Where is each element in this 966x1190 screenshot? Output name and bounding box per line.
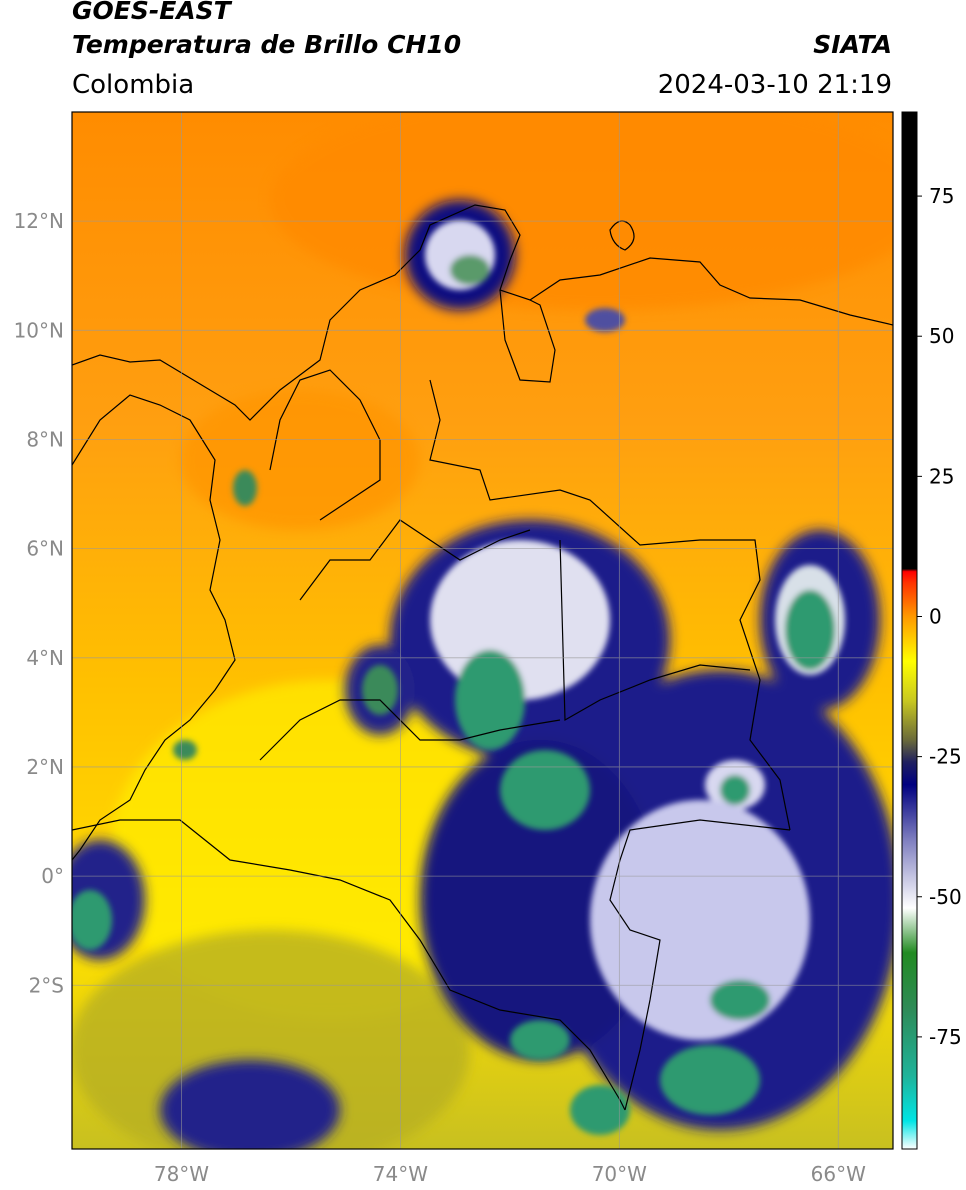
map-frame — [71, 111, 894, 1150]
cloud-cluster-south — [160, 1060, 340, 1149]
colorbar-tick-label: 75 — [929, 184, 954, 208]
lat-tick-label: 10°N — [14, 318, 64, 342]
axis-tick-labels: 78°W 74°W 70°W 66°W 12°N 10°N 8°N 6°N 4°N 2°N 0° 2°… — [14, 209, 867, 1186]
warm-region-caribbean — [270, 112, 893, 310]
warm-region-north — [180, 390, 420, 530]
caribbean-coastline — [72, 204, 893, 421]
colorbar-tick-label: -50 — [929, 885, 962, 909]
cloud-core-group — [72, 220, 845, 1135]
region-label: Colombia — [72, 70, 195, 100]
lon-tick-label: 66°W — [811, 1162, 866, 1186]
colorbar-ticks: 75 50 25 0 -25 -50 -75 — [917, 184, 962, 1049]
cloud-cluster-amazon-center — [420, 740, 660, 1060]
graticule — [72, 112, 893, 1149]
lat-tick-label: 6°N — [26, 537, 64, 561]
title-product: Temperatura de Brillo CH10 — [72, 30, 462, 59]
colorbar: 75 50 25 0 -25 -50 -75 — [901, 111, 962, 1150]
internal-department-border-center — [299, 519, 531, 601]
colorbar-tick-label: 0 — [929, 604, 942, 628]
lat-tick-label: 12°N — [14, 209, 64, 233]
lon-tick-label: 70°W — [592, 1162, 647, 1186]
lat-tick-label: 8°N — [26, 427, 64, 451]
lat-tick-label: 0° — [41, 864, 64, 888]
internal-department-border-east — [559, 539, 751, 722]
lat-tick-label: 4°N — [26, 646, 64, 670]
colombia-brazil-border — [609, 819, 791, 1111]
colorbar-frame — [901, 111, 918, 1150]
title-satellite: GOES-EAST — [72, 0, 231, 25]
lat-tick-label: 2°N — [26, 755, 64, 779]
source-label: SIATA — [813, 30, 892, 59]
colorbar-tick-label: 25 — [929, 464, 954, 488]
country-borders — [72, 204, 893, 1111]
colombia-ecuador-peru-border — [72, 819, 626, 1111]
lat-tick-label: 2°S — [29, 973, 64, 997]
colorbar-tick-label: -25 — [929, 745, 962, 769]
colorbar-gradient — [902, 112, 917, 1149]
brightness-temperature-field — [72, 112, 893, 1149]
lon-tick-label: 78°W — [154, 1162, 209, 1186]
maracaibo-lake-coast — [499, 289, 556, 383]
internal-department-border-north — [269, 369, 381, 521]
colorbar-tick-label: 50 — [929, 324, 954, 348]
lon-tick-label: 74°W — [373, 1162, 428, 1186]
colombia-venezuela-border — [429, 379, 791, 831]
colorbar-tick-label: -75 — [929, 1025, 962, 1049]
datetime-label: 2024-03-10 21:19 — [657, 70, 892, 100]
pacific-coastline — [72, 394, 236, 861]
